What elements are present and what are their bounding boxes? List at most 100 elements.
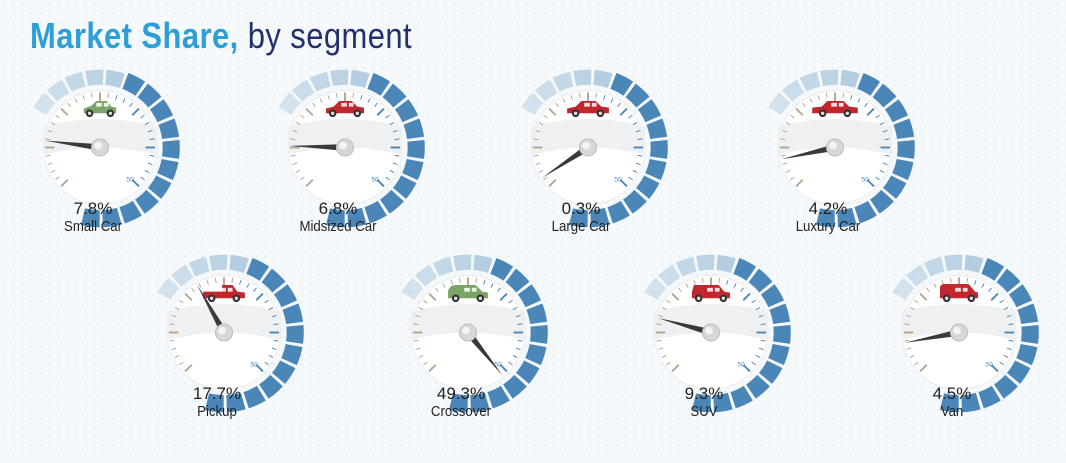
gauge-tick — [50, 169, 56, 173]
gauge-tick — [603, 94, 606, 100]
gauge-tick — [292, 130, 298, 133]
gauge-suv: 50 — [644, 254, 791, 413]
gauge-tick — [914, 361, 919, 366]
gauge-ring-segment — [271, 360, 296, 384]
gauge-tick — [300, 114, 305, 119]
van-icon — [940, 284, 978, 303]
gauge-ring-segment — [892, 159, 914, 181]
gauge-ring-segment — [870, 189, 894, 214]
gauge-tick — [1003, 354, 1009, 358]
gauge-ring-segment — [882, 175, 907, 199]
gauge-tick — [517, 339, 523, 342]
gauge-tick — [906, 315, 912, 318]
gauge-tick — [661, 307, 667, 311]
gauge-tick — [367, 98, 371, 103]
gauge-ring-segment — [857, 72, 881, 96]
gauge-tick — [842, 93, 845, 98]
gauge-tick — [442, 283, 446, 288]
gauge-ring-segment — [526, 303, 548, 325]
gauge-tick — [782, 162, 788, 165]
gauge-tick — [758, 315, 764, 318]
gauge-ring-segment — [593, 69, 613, 89]
gauge-tick — [628, 114, 633, 119]
gauge-ring-segment — [394, 99, 419, 123]
gauge-ring-segment — [552, 71, 574, 92]
gauge-needle — [196, 284, 227, 335]
chart-title-main: Market Share, — [30, 15, 239, 56]
gauge-tick — [780, 154, 786, 157]
gauge-tick — [726, 279, 729, 285]
gauge-ring-segment — [380, 189, 404, 214]
gauge-ring-segment — [105, 69, 125, 89]
gauge-ring-segment — [517, 284, 542, 308]
gauge-tick — [169, 323, 175, 326]
gauge-tick — [637, 154, 643, 157]
gauge-needle — [904, 329, 960, 343]
gauge-ring-segment — [535, 79, 558, 102]
gauge-tick — [140, 114, 145, 119]
gauge-tick — [295, 122, 301, 126]
gauge-tick — [290, 154, 296, 157]
gauge-tick — [755, 307, 761, 311]
gauge-tick — [352, 93, 355, 98]
gauge-tick — [785, 122, 791, 126]
pickup-truck-icon — [203, 285, 245, 303]
gauge-tick — [374, 102, 378, 108]
gauge-ring-segment — [367, 72, 391, 96]
gauge-tick — [919, 292, 928, 301]
midsized-car-icon — [326, 100, 364, 118]
gauge-ring-segment — [80, 208, 100, 228]
gauge-small-car: 50 — [33, 69, 180, 228]
gauge-ring-segment — [573, 69, 592, 86]
gauge-tick — [658, 315, 664, 318]
gauge-ring-segment — [713, 392, 733, 413]
gauge-tick — [742, 364, 751, 373]
gauge-ring-segment — [162, 140, 180, 159]
gauge-ring-segment — [402, 159, 424, 181]
gauge-tick — [271, 315, 277, 318]
gauge-tick — [635, 162, 641, 165]
gauge-ring-segment — [760, 284, 785, 308]
gauge-tick — [149, 154, 155, 157]
gauge-tick — [512, 307, 518, 311]
gauge-ring-segment — [872, 83, 897, 108]
gauge-tick — [740, 287, 744, 293]
gauge-ring-segment — [906, 264, 929, 287]
gauge-segment-label: Luxury Car — [795, 218, 861, 235]
gauge-tick — [271, 347, 277, 350]
gauge-ring-segment — [102, 207, 122, 228]
gauge-max-label: 50 — [126, 176, 134, 183]
gauge-tick — [543, 114, 548, 119]
gauge-needle — [657, 318, 712, 336]
gauge-tick — [264, 361, 269, 366]
gauge-ring-segment — [347, 207, 367, 228]
gauge-ring-segment — [799, 71, 821, 92]
gauge-tick — [179, 361, 184, 366]
gauge-tick — [264, 299, 269, 304]
gauge-tick — [149, 138, 155, 141]
gauge-value-label: 7.8% — [73, 199, 113, 218]
gauge-tick — [394, 154, 400, 157]
gauge-tick — [290, 138, 296, 141]
gauge-tick — [782, 130, 788, 133]
gauge-tick — [795, 107, 804, 116]
gauge-tick — [914, 299, 919, 304]
gauge-needle — [289, 144, 346, 151]
gauge-ring-segment — [623, 189, 647, 214]
gauge-tick — [825, 93, 828, 98]
gauge-tick — [548, 179, 557, 188]
gauge-segment-label: Small Car — [64, 218, 122, 235]
gauge-tick — [1003, 307, 1009, 311]
gauge-ring-segment — [432, 256, 454, 277]
gauge-tick — [360, 94, 363, 100]
gauge-tick — [415, 315, 421, 318]
gauge-ring-segment — [981, 257, 1005, 281]
gauge-ring-segment — [607, 200, 630, 224]
gauge-tick — [666, 361, 671, 366]
gauge-needle — [45, 140, 101, 151]
gauge-tick — [981, 283, 985, 288]
gauge-ring-segment — [350, 69, 370, 89]
gauge-tick — [428, 292, 437, 301]
gauge-ring-segment — [939, 393, 959, 413]
gauge-tick — [543, 176, 548, 181]
